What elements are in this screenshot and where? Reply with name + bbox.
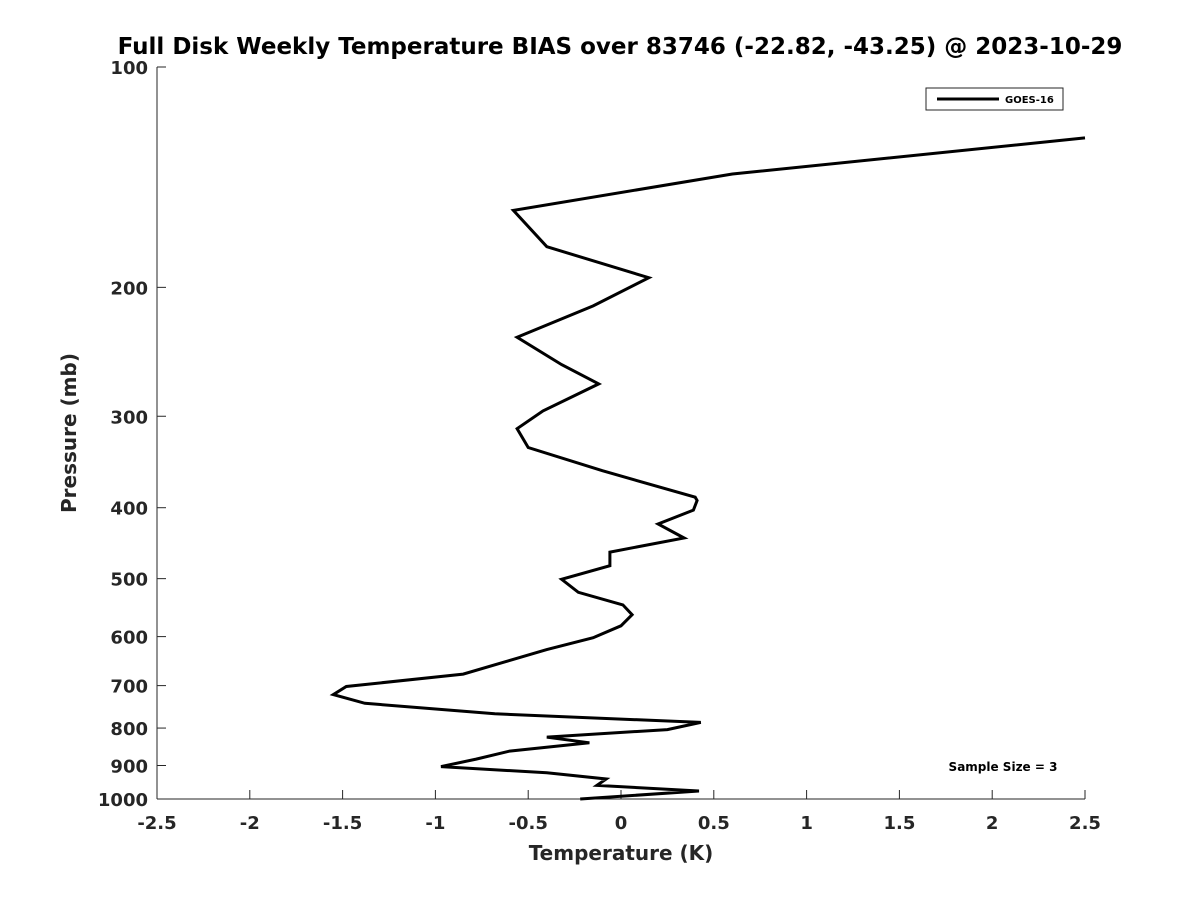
y-tick-label: 600	[110, 628, 148, 649]
y-tick-label: 500	[110, 570, 148, 591]
x-ticks: -2.5 -2 -1.5 -1 -0.5 0 0.5 1 1.5 2 2.5	[137, 790, 1101, 834]
x-axis-label: Temperature (K)	[529, 841, 714, 865]
legend: GOES-16	[925, 87, 1064, 111]
legend-label: GOES-16	[1005, 95, 1054, 106]
y-tick-label: 200	[110, 278, 148, 299]
axes	[156, 67, 1085, 800]
y-tick-label: 300	[110, 407, 148, 428]
y-tick-label: 1000	[98, 790, 148, 811]
y-axis-label: Pressure (mb)	[57, 353, 81, 513]
chart-title: Full Disk Weekly Temperature BIAS over 8…	[118, 34, 1123, 60]
x-tick-label: -1.5	[323, 813, 362, 834]
x-tick-label: 0.5	[698, 813, 730, 834]
y-tick-label: 700	[110, 677, 148, 698]
y-tick-label: 100	[110, 58, 148, 79]
x-tick-label: 2.5	[1069, 813, 1101, 834]
y-tick-label: 800	[110, 719, 148, 740]
x-tick-label: -1	[425, 813, 445, 834]
x-tick-label: 1	[800, 813, 813, 834]
y-tick-label: 900	[110, 757, 148, 778]
y-ticks: 100 200 300 400 500 600 700 800 900 1000	[98, 58, 166, 811]
sample-size-note: Sample Size = 3	[949, 760, 1058, 774]
x-tick-label: 1.5	[883, 813, 915, 834]
x-tick-label: 0	[615, 813, 628, 834]
x-tick-label: 2	[986, 813, 999, 834]
x-tick-label: -2.5	[137, 813, 176, 834]
x-tick-label: -0.5	[509, 813, 548, 834]
y-tick-label: 400	[110, 499, 148, 520]
x-tick-label: -2	[240, 813, 260, 834]
plot-area	[329, 136, 1086, 801]
series-line-goes-16	[329, 136, 1086, 801]
